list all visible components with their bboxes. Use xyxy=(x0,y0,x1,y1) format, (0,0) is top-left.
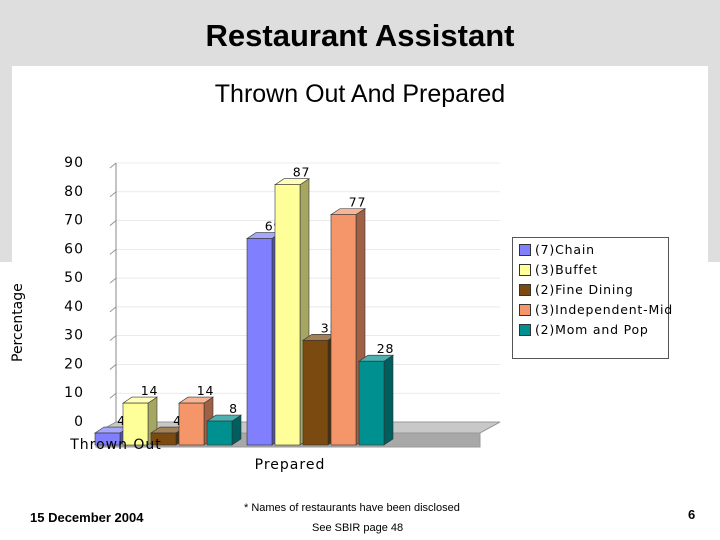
legend-item-fine-dining: (2)Fine Dining xyxy=(519,282,634,297)
legend-label-fine-dining: (2)Fine Dining xyxy=(535,282,634,297)
legend-item-chain: (7)Chain xyxy=(519,242,595,257)
y-tick-label-40: 40 xyxy=(64,299,84,315)
bar-mom-and-pop-0 xyxy=(206,420,233,446)
y-tick-label-20: 20 xyxy=(64,356,84,372)
y-tick-label-60: 60 xyxy=(64,241,84,257)
gridline-side-10 xyxy=(109,392,117,399)
bar-buffet-1 xyxy=(274,184,301,446)
data-label-buffet-1: 87 xyxy=(293,165,311,180)
data-label-buffet-0: 14 xyxy=(141,383,159,398)
y-tick-label-0: 0 xyxy=(74,414,84,430)
legend-label-buffet: (3)Buffet xyxy=(535,262,598,277)
reference-note: See SBIR page 48 xyxy=(312,522,404,534)
footnote: * Names of restaurants have been disclos… xyxy=(244,502,460,514)
data-label-mom-and-pop-0: 8 xyxy=(229,401,238,416)
y-tick-label-50: 50 xyxy=(64,270,84,286)
y-tick-label-90: 90 xyxy=(64,155,84,171)
gridline-side-50 xyxy=(109,277,117,284)
legend-label-independent-mid: (3)Independent-Mid xyxy=(535,302,674,317)
data-label-independent-mid-1: 77 xyxy=(349,195,367,210)
data-label-independent-mid-0: 14 xyxy=(197,383,215,398)
y-tick-label-30: 30 xyxy=(64,328,84,344)
legend-swatch-buffet xyxy=(519,263,531,276)
bar-mom-and-pop-1 xyxy=(358,360,385,446)
gridline-side-80 xyxy=(109,191,117,198)
legend-item-buffet: (3)Buffet xyxy=(519,262,598,277)
legend-swatch-mom-and-pop xyxy=(519,323,531,336)
legend-swatch-independent-mid xyxy=(519,303,531,316)
page-number: 6 xyxy=(688,507,696,522)
gridline-side-20 xyxy=(109,364,117,370)
y-tick-label-70: 70 xyxy=(64,213,84,229)
legend-item-independent-mid: (3)Independent-Mid xyxy=(519,302,673,317)
bar-fine-dining-1 xyxy=(302,339,329,446)
bar-chain-1 xyxy=(246,238,273,446)
bar-chain-0 xyxy=(94,432,121,446)
bar-buffet-0 xyxy=(122,402,149,446)
legend-label-mom-and-pop: (2)Mom and Pop xyxy=(535,322,649,337)
bar-independent-mid-1 xyxy=(330,214,357,446)
x-tick-label-1: Prepared xyxy=(255,457,326,473)
data-label-fine-dining-0: 4 xyxy=(173,413,182,428)
legend-label-chain: (7)Chain xyxy=(535,242,595,257)
bar-fine-dining-0 xyxy=(150,432,177,446)
y-tick-label-10: 10 xyxy=(64,385,84,401)
bar-independent-mid-0 xyxy=(178,402,205,446)
data-label-chain-0: 4 xyxy=(117,413,126,428)
legend-swatch-fine-dining xyxy=(519,283,531,296)
legend-item-mom-and-pop: (2)Mom and Pop xyxy=(519,322,649,337)
gridline-side-70 xyxy=(109,220,117,226)
bar-side-mom-and-pop-1 xyxy=(383,354,394,446)
x-tick-label-0: Thrown Out xyxy=(69,437,162,453)
chart-title: Thrown Out And Prepared xyxy=(214,80,506,108)
slide-date: 15 December 2004 xyxy=(30,510,144,525)
slide-title: Restaurant Assistant xyxy=(205,18,515,53)
gridline-side-40 xyxy=(109,306,117,313)
gridline-side-30 xyxy=(109,335,117,342)
gridline-side-60 xyxy=(109,248,117,255)
chart-legend: (7)Chain (3)Buffet (2)Fine Dining (3)Ind… xyxy=(512,237,672,359)
gridline-side-90 xyxy=(109,162,117,169)
y-tick-label-80: 80 xyxy=(64,184,84,200)
legend-swatch-chain xyxy=(519,243,531,256)
data-label-mom-and-pop-1: 28 xyxy=(377,341,395,356)
y-axis-label: Percentage xyxy=(10,283,26,362)
